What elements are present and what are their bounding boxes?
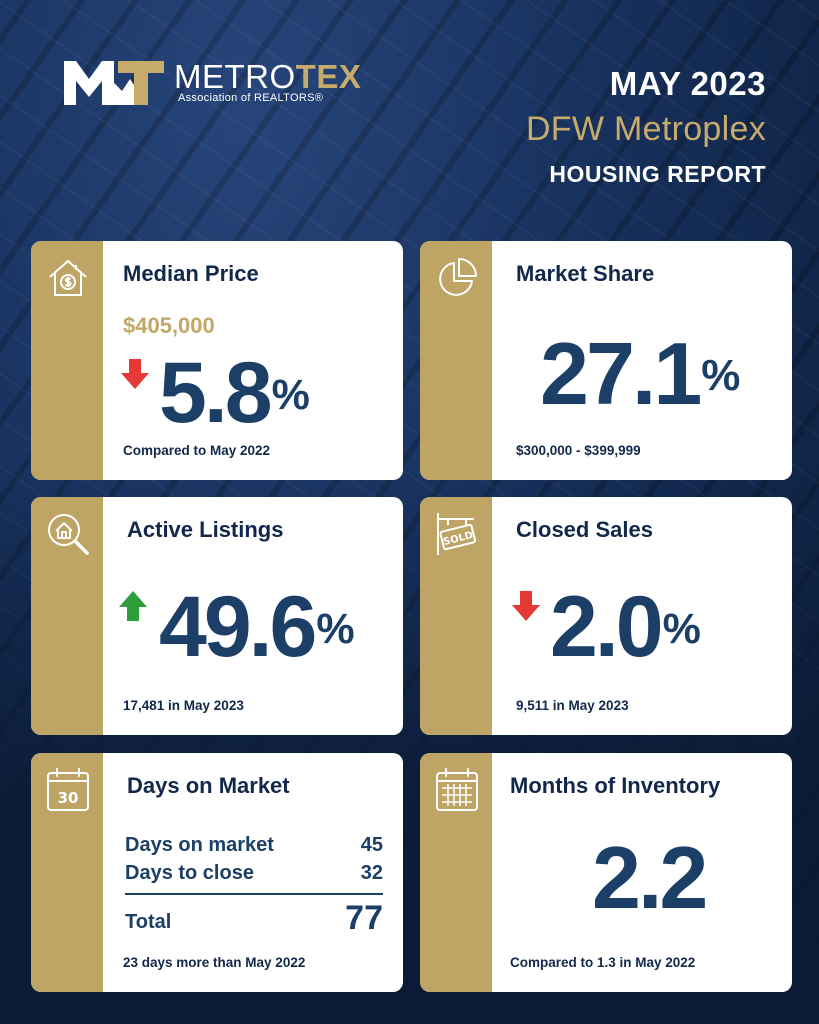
arrow-down-icon <box>512 591 540 621</box>
card-title: Median Price <box>123 261 259 286</box>
row-label: Days to close <box>125 862 254 884</box>
card-title: Active Listings <box>127 517 284 542</box>
median-price-card: Median Price $405,000 5.8% Compared to M… <box>31 241 403 480</box>
pie-chart-icon <box>434 255 480 301</box>
house-dollar-icon <box>45 255 91 301</box>
median-price-change: 5.8% <box>159 345 310 441</box>
svg-text:30: 30 <box>58 789 79 807</box>
table-row: Days to close 32 <box>125 859 383 887</box>
card-accent-stripe <box>420 497 492 735</box>
card-accent-stripe <box>420 753 492 992</box>
row-value: 45 <box>360 834 383 856</box>
closed-sales-card: SOLD Closed Sales 2.0% 9,511 in May 2023 <box>420 497 792 735</box>
months-inventory-card: Months of Inventory 2.2 Compared to 1.3 … <box>420 753 792 992</box>
days-on-market-card: 30 Days on Market Days on market 45 Days… <box>31 753 403 992</box>
total-label: Total <box>125 911 172 933</box>
active-listings-card: Active Listings 49.6% 17,481 in May 2023 <box>31 497 403 735</box>
logo-name: METROTEX <box>174 58 362 95</box>
card-title: Months of Inventory <box>510 773 721 798</box>
card-note: 23 days more than May 2022 <box>123 955 306 970</box>
card-title: Closed Sales <box>516 517 653 542</box>
card-title: Market Share <box>516 261 655 286</box>
card-note: Compared to 1.3 in May 2022 <box>510 955 696 970</box>
card-note: 9,511 in May 2023 <box>516 698 629 713</box>
market-share-card: Market Share 27.1% $300,000 - $399,999 <box>420 241 792 480</box>
closed-sales-change: 2.0% <box>550 579 701 675</box>
report-title: HOUSING REPORT <box>549 161 766 187</box>
report-date: MAY 2023 <box>609 65 766 102</box>
report-region: DFW Metroplex <box>525 110 766 148</box>
calendar-30-icon: 30 <box>45 767 91 813</box>
calendar-grid-icon <box>434 767 480 813</box>
card-accent-stripe <box>31 753 103 992</box>
metrotex-logo: METROTEX Association of REALTORS® <box>62 57 361 107</box>
table-row: Days on market 45 <box>125 831 383 859</box>
card-note: $300,000 - $399,999 <box>516 443 641 458</box>
logo-mark <box>62 57 166 107</box>
row-label: Days on market <box>125 834 274 856</box>
days-breakdown-table: Days on market 45 Days to close 32 Total… <box>125 831 383 935</box>
arrow-down-icon <box>121 359 149 389</box>
report-heading: MAY 2023 DFW Metroplex HOUSING REPORT <box>526 64 766 192</box>
divider <box>125 893 383 895</box>
row-value: 32 <box>360 862 383 884</box>
magnify-house-icon <box>45 511 91 557</box>
total-value: 77 <box>345 899 383 937</box>
market-share-value: 27.1% <box>540 324 741 423</box>
arrow-up-icon <box>119 591 147 621</box>
logo-subtitle: Association of REALTORS® <box>178 92 324 104</box>
median-price-value: $405,000 <box>123 313 215 338</box>
card-note: 17,481 in May 2023 <box>123 698 244 713</box>
active-listings-change: 49.6% <box>159 579 355 675</box>
card-note: Compared to May 2022 <box>123 443 271 458</box>
table-total-row: Total 77 <box>125 899 383 935</box>
card-title: Days on Market <box>127 773 290 798</box>
months-inventory-value: 2.2 <box>592 828 708 927</box>
sold-sign-icon: SOLD <box>434 511 480 557</box>
